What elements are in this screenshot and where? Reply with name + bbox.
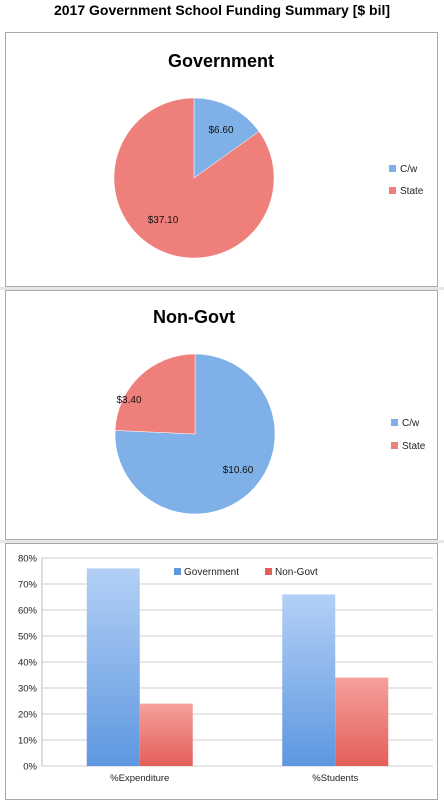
y-tick-label: 40%: [18, 658, 38, 669]
government-pie-title: Government: [168, 51, 274, 71]
legend-label-cw: C/w: [402, 418, 420, 429]
legend-swatch-state: [391, 442, 398, 449]
y-tick-label: 30%: [18, 684, 38, 695]
non-govt-pie-chart: Non-Govt C/w State $3.40 $10.60: [114, 307, 426, 515]
x-tick-label: %Students: [312, 773, 358, 784]
page-title: 2017 Government School Funding Summary […: [53, 2, 391, 18]
panel-divider: [0, 540, 444, 543]
legend-label-state: State: [402, 441, 426, 452]
legend-swatch-cw: [391, 419, 398, 426]
legend-label-government: Government: [184, 567, 239, 578]
x-tick-label: %Expenditure: [110, 773, 169, 784]
y-tick-label: 20%: [18, 710, 38, 721]
legend-label-cw: C/w: [400, 164, 418, 175]
government-pie-slices: [113, 97, 275, 259]
bar-chart-y-ticks: 0% 10% 20% 30% 40% 50% 60% 70% 80%: [18, 554, 38, 773]
government-label-state: $37.10: [148, 215, 179, 226]
y-tick-label: 10%: [18, 736, 38, 747]
government-pie-chart: Government C/w State $6.60 $37.10: [113, 51, 424, 259]
government-slice-state: [113, 97, 275, 259]
non-govt-pie-legend: C/w State: [391, 418, 426, 452]
non-govt-label-cw: $10.60: [223, 465, 254, 476]
bar-non-govt: [139, 703, 193, 766]
bar-government: [86, 568, 140, 766]
non-govt-slice-state: [114, 353, 196, 435]
legend-label-state: State: [400, 186, 424, 197]
bar-chart-bars: [86, 568, 389, 766]
y-tick-label: 50%: [18, 632, 38, 643]
non-govt-pie-title: Non-Govt: [153, 307, 235, 327]
y-tick-label: 60%: [18, 606, 38, 617]
y-tick-label: 80%: [18, 554, 38, 565]
y-tick-label: 70%: [18, 580, 38, 591]
bar-chart-panel: 0% 10% 20% 30% 40% 50% 60% 70% 80% %Expenditure%…: [5, 543, 438, 800]
bar-chart-legend: Government Non-Govt: [174, 567, 318, 578]
government-pie-legend: C/w State: [389, 164, 424, 197]
bar-government: [282, 594, 336, 766]
legend-label-non-govt: Non-Govt: [275, 567, 318, 578]
y-tick-label: 0%: [23, 762, 37, 773]
government-slice-cw: [193, 97, 260, 179]
legend-swatch-government: [174, 568, 181, 575]
government-pie-panel: Government C/w State $6.60 $37.10: [5, 32, 438, 287]
bar-chart-x-ticks: %Expenditure %Students: [110, 773, 358, 784]
government-label-cw: $6.60: [208, 125, 233, 136]
legend-swatch-cw: [389, 165, 396, 172]
non-govt-pie-slices: [114, 353, 276, 515]
non-govt-label-state: $3.40: [116, 395, 141, 406]
legend-swatch-non-govt: [265, 568, 272, 575]
non-govt-pie-panel: Non-Govt C/w State $3.40 $10.60: [5, 290, 438, 540]
legend-swatch-state: [389, 187, 396, 194]
bar-chart: 0% 10% 20% 30% 40% 50% 60% 70% 80% %Expenditure%…: [18, 554, 433, 784]
panel-divider: [0, 287, 444, 290]
bar-non-govt: [335, 677, 389, 766]
